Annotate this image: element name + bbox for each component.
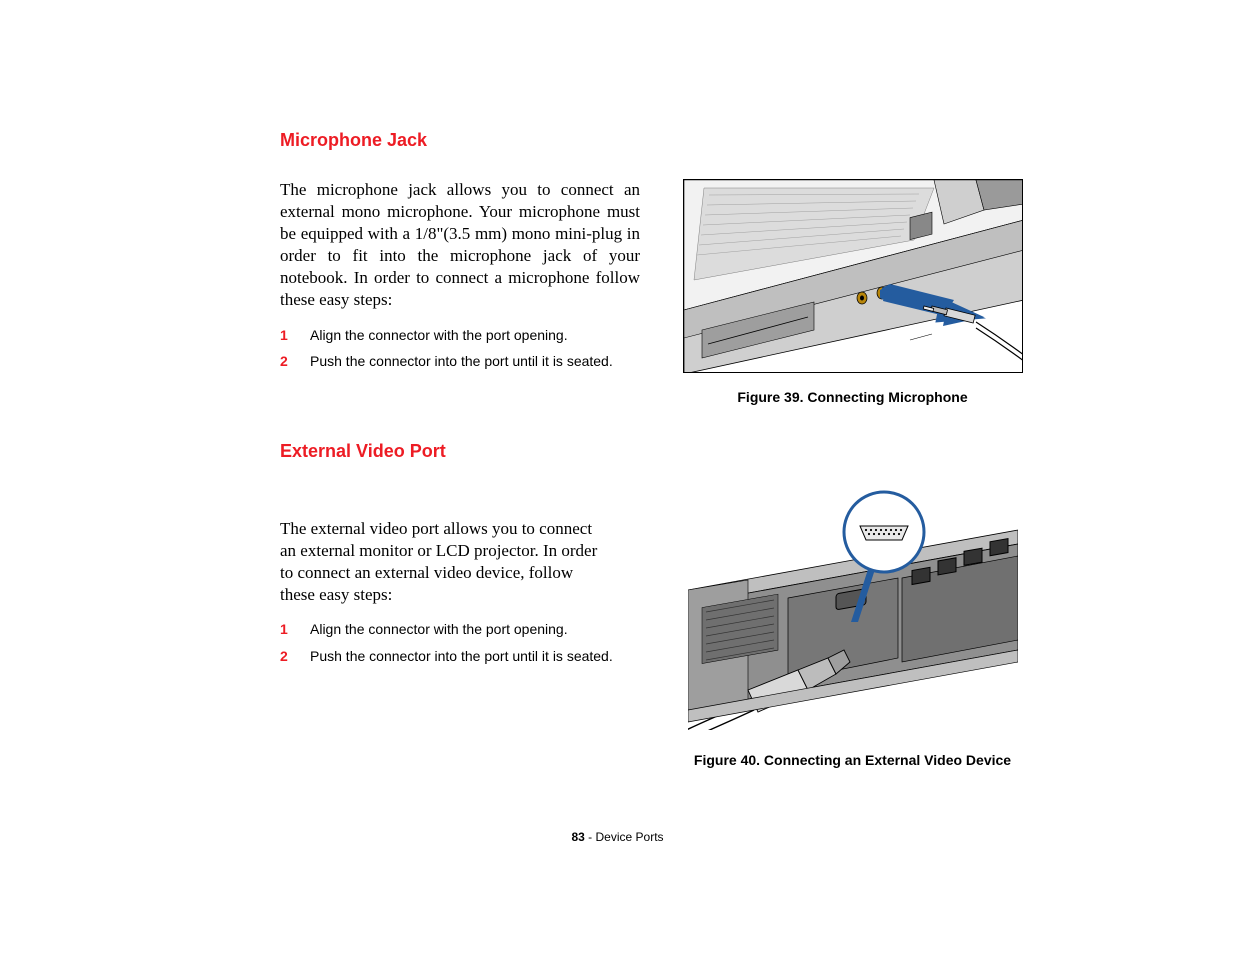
list-item: 1 Align the connector with the port open… (280, 326, 640, 345)
section-name: Device Ports (596, 830, 664, 844)
figure-column-2: Figure 40. Connecting an External Video … (680, 490, 1025, 768)
section-video: The external video port allows you to co… (280, 490, 1025, 768)
figure-40-caption: Figure 40. Connecting an External Video … (694, 752, 1011, 768)
figure-39-illustration (683, 179, 1023, 373)
step-number: 1 (280, 620, 294, 639)
page-footer: 83 - Device Ports (0, 830, 1235, 844)
document-page: Microphone Jack The microphone jack allo… (0, 0, 1235, 954)
list-item: 2 Push the connector into the port until… (280, 647, 640, 666)
step-text: Push the connector into the port until i… (310, 352, 613, 371)
steps-list-1: 1 Align the connector with the port open… (280, 326, 640, 372)
heading-external-video-port: External Video Port (280, 441, 1025, 462)
text-column-1: The microphone jack allows you to connec… (280, 179, 640, 379)
text-column-2: The external video port allows you to co… (280, 490, 640, 674)
heading-microphone-jack: Microphone Jack (280, 130, 1025, 151)
steps-list-2: 1 Align the connector with the port open… (280, 620, 640, 666)
list-item: 2 Push the connector into the port until… (280, 352, 640, 371)
paragraph-mic: The microphone jack allows you to connec… (280, 179, 640, 312)
step-number: 1 (280, 326, 294, 345)
step-text: Push the connector into the port until i… (310, 647, 613, 666)
paragraph-video: The external video port allows you to co… (280, 518, 600, 606)
step-text: Align the connector with the port openin… (310, 326, 568, 345)
page-number: 83 (571, 830, 584, 844)
figure-40-illustration (688, 490, 1018, 730)
section-microphone: The microphone jack allows you to connec… (280, 179, 1025, 405)
step-number: 2 (280, 352, 294, 371)
footer-separator: - (585, 830, 596, 844)
step-text: Align the connector with the port openin… (310, 620, 568, 639)
figure-column-1: Figure 39. Connecting Microphone (680, 179, 1025, 405)
step-number: 2 (280, 647, 294, 666)
figure-39-caption: Figure 39. Connecting Microphone (737, 389, 967, 405)
list-item: 1 Align the connector with the port open… (280, 620, 640, 639)
